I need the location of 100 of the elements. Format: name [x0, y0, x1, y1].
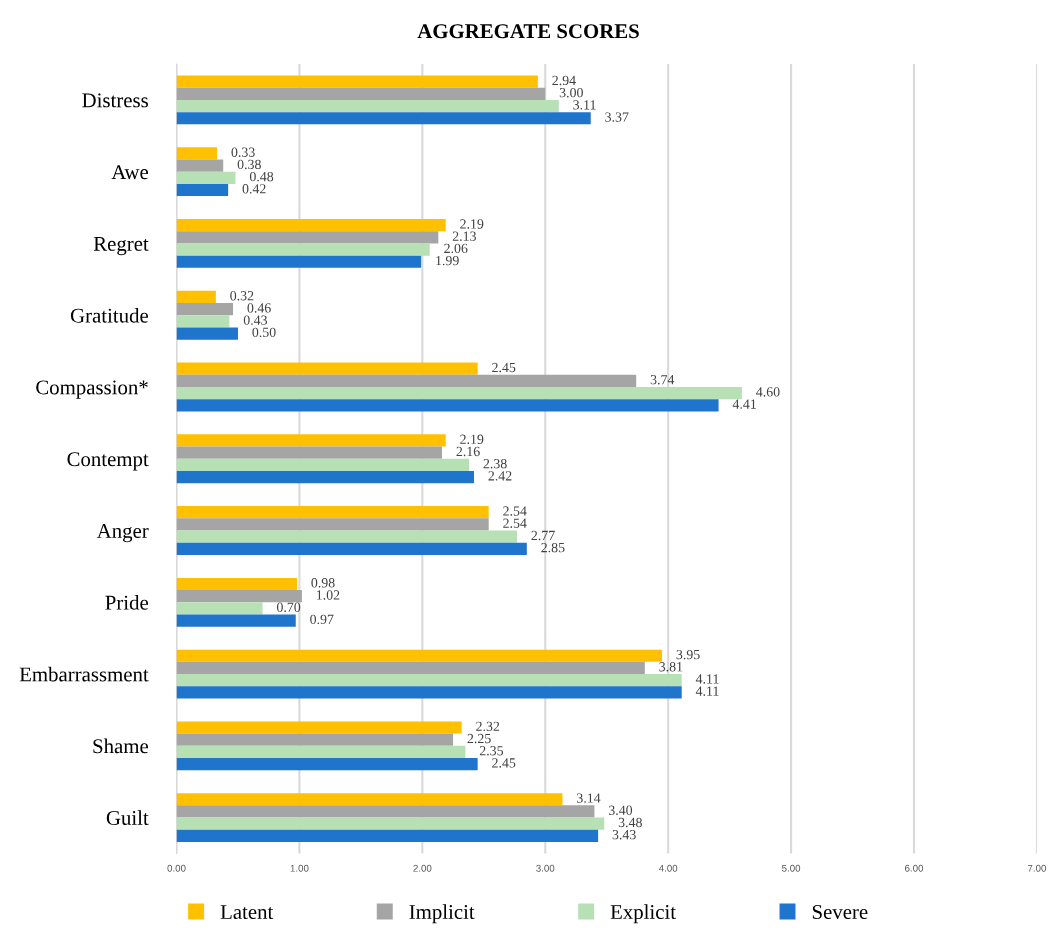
x-tick-label: 5.00	[782, 864, 801, 872]
data-label: 3.40	[608, 805, 633, 816]
data-label: 4.60	[756, 387, 780, 397]
chart-title: AGGREGATE SCORES	[417, 24, 639, 39]
bar	[176, 147, 218, 160]
data-label: 1.99	[436, 255, 459, 266]
data-label: 0.98	[311, 578, 335, 588]
data-label: 2.19	[460, 219, 484, 229]
bar	[176, 159, 224, 172]
y-tick-label: Shame	[93, 738, 149, 754]
bar	[176, 303, 234, 316]
y-tick-label: Embarrassment	[19, 666, 149, 682]
bar	[176, 171, 236, 184]
bar	[176, 112, 591, 125]
y-tick-label: Gratitude	[70, 308, 149, 323]
bar	[176, 290, 216, 304]
bar	[176, 458, 470, 471]
data-label: 2.45	[492, 362, 516, 373]
data-label: 0.48	[249, 171, 274, 182]
data-label: 3.74	[650, 375, 675, 385]
legend-label: Implicit	[409, 904, 475, 924]
bar	[176, 530, 517, 543]
data-label: 2.94	[552, 75, 576, 86]
bar	[176, 686, 682, 699]
data-label: 4.41	[732, 399, 756, 409]
bar	[176, 87, 546, 100]
bar	[176, 315, 230, 328]
y-tick-label: Regret	[93, 237, 149, 256]
bar	[176, 733, 454, 746]
data-label: 2.54	[503, 518, 527, 528]
data-label: 2.38	[483, 458, 507, 469]
x-tick-label: 7.00	[1027, 864, 1046, 872]
data-label: 1.02	[317, 590, 340, 600]
data-label: 2.85	[541, 542, 565, 553]
bar	[176, 386, 742, 400]
y-tick-label: Pride	[105, 595, 149, 610]
data-label: 2.35	[479, 746, 504, 756]
y-tick-label: Distress	[82, 93, 148, 108]
x-tick-label: 1.00	[290, 864, 309, 872]
bar	[176, 518, 489, 531]
data-label: 2.32	[476, 721, 500, 732]
bar	[176, 99, 559, 113]
data-label: 2.16	[456, 446, 480, 457]
data-label: 3.48	[618, 817, 642, 828]
data-label: 0.32	[230, 291, 254, 301]
y-tick-label: Guilt	[106, 810, 149, 825]
bar	[176, 255, 422, 268]
x-tick-label: 6.00	[905, 864, 924, 872]
data-label: 3.14	[577, 793, 601, 803]
data-label: 0.50	[252, 327, 276, 338]
data-label: 2.54	[503, 506, 527, 516]
bar	[176, 793, 563, 806]
bar	[176, 75, 538, 88]
x-tick-label: 0.00	[167, 864, 186, 872]
data-label: 2.45	[492, 758, 516, 768]
legend-label: Latent	[220, 905, 274, 920]
data-label: 2.19	[460, 434, 484, 444]
data-label: 4.11	[695, 674, 719, 684]
data-label: 2.77	[531, 530, 555, 541]
bar	[176, 602, 263, 615]
bar	[176, 661, 645, 675]
data-label: 0.70	[276, 602, 301, 612]
bar	[176, 542, 527, 555]
bar	[176, 674, 682, 687]
bar	[176, 446, 443, 459]
data-label: 4.11	[695, 686, 719, 696]
data-label: 3.11	[573, 100, 596, 110]
data-label: 0.46	[247, 303, 271, 313]
bar	[176, 758, 478, 771]
bar	[176, 399, 719, 412]
data-label: 2.25	[467, 733, 491, 744]
data-label: 3.00	[559, 87, 583, 98]
bar	[176, 327, 238, 340]
bar	[176, 745, 466, 759]
y-tick-label: Contempt	[67, 452, 149, 471]
data-label: 3.95	[676, 649, 700, 660]
data-label: 0.42	[242, 184, 266, 194]
y-tick-label: Awe	[111, 165, 149, 180]
bar	[176, 183, 229, 197]
bar	[176, 590, 302, 603]
bar	[176, 829, 599, 842]
bar	[176, 577, 297, 591]
y-tick-label: Anger	[96, 523, 149, 543]
data-label: 0.33	[231, 147, 255, 157]
bar	[176, 231, 439, 244]
bar	[176, 219, 446, 232]
x-tick-label: 2.00	[413, 864, 432, 872]
y-tick-label: Compassion*	[36, 380, 148, 399]
data-label: 3.43	[612, 830, 636, 840]
bar	[176, 817, 605, 830]
bar	[176, 374, 637, 387]
data-label: 3.81	[659, 662, 683, 672]
data-label: 2.42	[488, 471, 512, 481]
x-tick-label: 4.00	[658, 864, 678, 872]
data-label: 0.97	[310, 614, 334, 625]
bar	[176, 243, 430, 256]
bar	[176, 506, 489, 519]
bar	[176, 649, 663, 662]
bar	[176, 805, 595, 818]
legend-label: Severe	[812, 905, 868, 920]
